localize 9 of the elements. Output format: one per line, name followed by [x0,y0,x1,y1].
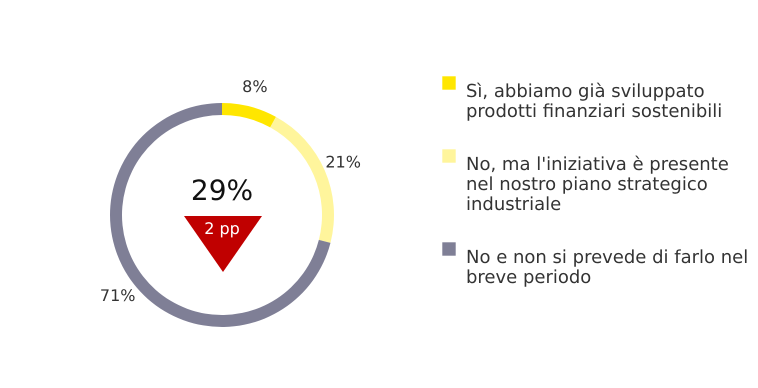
legend-label: Sì, abbiamo già sviluppato prodotti finanziari sostenibili [466,81,722,122]
data-label: 71% [100,286,136,305]
data-label: 8% [242,77,268,96]
legend-label: No, ma l'iniziativa è presente nel nostro piano strategico industriale [466,154,729,215]
text: 29% [190,174,254,207]
text: 2 pp [204,219,240,238]
legend-label: No e non si prevede di farlo nel breve periodo [466,247,748,288]
data-label: 21% [325,152,361,172]
donut-slice [222,103,276,128]
